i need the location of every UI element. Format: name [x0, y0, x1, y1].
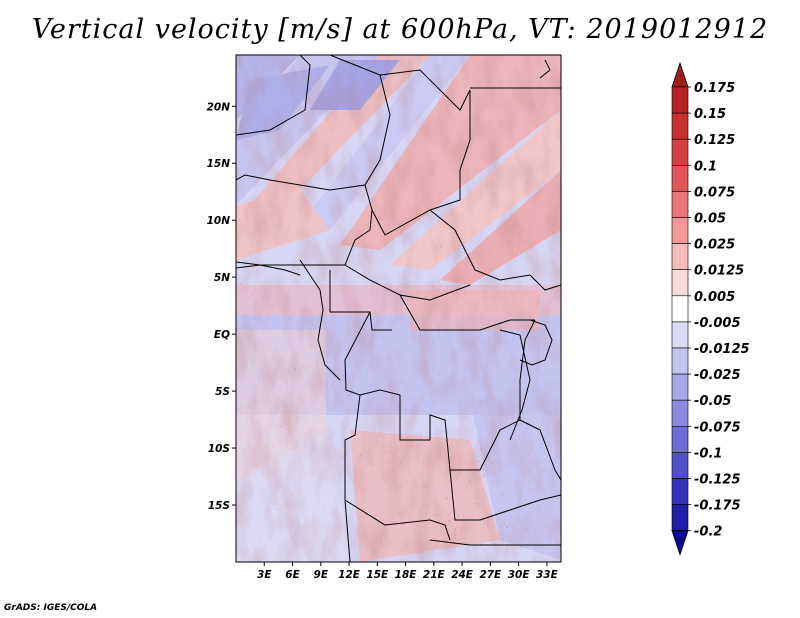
longitude-axis: 3E 6E 9E 12E 15E 18E 21E 24E 27E 30E 33E [257, 562, 559, 581]
colorbar-swatch [671, 425, 689, 453]
colorbar-label: -0.0125 [694, 342, 750, 357]
colorbar-swatch [671, 504, 689, 532]
lon-tick-label: 15E [366, 569, 389, 581]
lon-tick-label: 3E [257, 569, 272, 581]
lon-tick-label: 33E [536, 569, 559, 581]
lon-tick-label: 27E [479, 569, 502, 581]
colorbar-label: 0.025 [694, 238, 735, 253]
colorbar-label: -0.05 [694, 394, 731, 409]
political-boundaries [236, 55, 561, 562]
lat-tick-label: 5S [215, 386, 230, 398]
colorbar-swatch [671, 478, 689, 505]
lat-tick-label: 10N [207, 215, 231, 227]
colorbar-swatch [671, 269, 689, 297]
map-title: Vertical velocity [m/s] at 600hPa, VT: 2… [31, 14, 769, 45]
colorbar-swatch [671, 165, 689, 192]
colorbar-label: -0.125 [694, 473, 741, 488]
lat-tick-label: 15S [208, 500, 230, 512]
lon-tick-label: 30E [508, 569, 531, 581]
colorbar-label: 0.1 [694, 159, 717, 174]
lon-tick-label: 6E [285, 569, 300, 581]
colorbar-swatch [671, 112, 689, 140]
lat-tick-label: 10S [208, 443, 230, 455]
velocity-field [236, 55, 561, 562]
colorbar-label: 0.125 [694, 133, 735, 148]
lon-tick-label: 24E [451, 569, 474, 581]
lat-tick-label: 20N [207, 101, 231, 113]
plot-frame [235, 54, 562, 563]
colorbar-swatch [671, 243, 689, 271]
lon-tick-label: 9E [314, 569, 329, 581]
lat-tick-label: 15N [207, 158, 231, 170]
colorbar-swatch [671, 86, 689, 114]
colorbar-swatch [671, 191, 689, 218]
colorbar-swatch [671, 452, 689, 479]
colorbar: 0.175 0.15 0.125 0.1 0.075 0.05 0.025 0.0125 0.0… [671, 61, 750, 556]
colorbar-label: 0.075 [694, 185, 735, 200]
lat-tick-label: 5N [214, 272, 230, 284]
colorbar-label: 0.05 [694, 212, 726, 227]
colorbar-label: -0.1 [694, 446, 722, 461]
colorbar-swatch [671, 295, 689, 323]
lat-tick-label: EQ [214, 329, 230, 341]
colorbar-label: -0.005 [694, 316, 741, 331]
colorbar-arrow-bottom [671, 530, 689, 556]
colorbar-label: 0.15 [694, 107, 726, 122]
colorbar-swatch [671, 321, 689, 349]
lon-tick-label: 18E [395, 569, 418, 581]
colorbar-swatch [671, 347, 689, 375]
lon-tick-label: 21E [423, 569, 446, 581]
colorbar-label: -0.2 [694, 525, 722, 540]
colorbar-label: 0.175 [694, 81, 735, 96]
colorbar-swatch [671, 138, 689, 166]
colorbar-label: -0.075 [694, 420, 741, 435]
latitude-axis: 20N 15N 10N 5N EQ 5S 10S 15S [207, 101, 236, 512]
colorbar-label: -0.175 [694, 499, 741, 514]
colorbar-arrow-top [671, 61, 689, 88]
colorbar-swatch [671, 217, 689, 244]
lon-tick-label: 12E [338, 569, 361, 581]
colorbar-label: 0.005 [694, 290, 735, 305]
colorbar-label: 0.0125 [694, 264, 744, 279]
colorbar-swatch [671, 373, 689, 401]
credit-text: GrADS: IGES/COLA [4, 603, 98, 613]
colorbar-swatch [671, 399, 689, 427]
colorbar-label: -0.025 [694, 368, 741, 383]
